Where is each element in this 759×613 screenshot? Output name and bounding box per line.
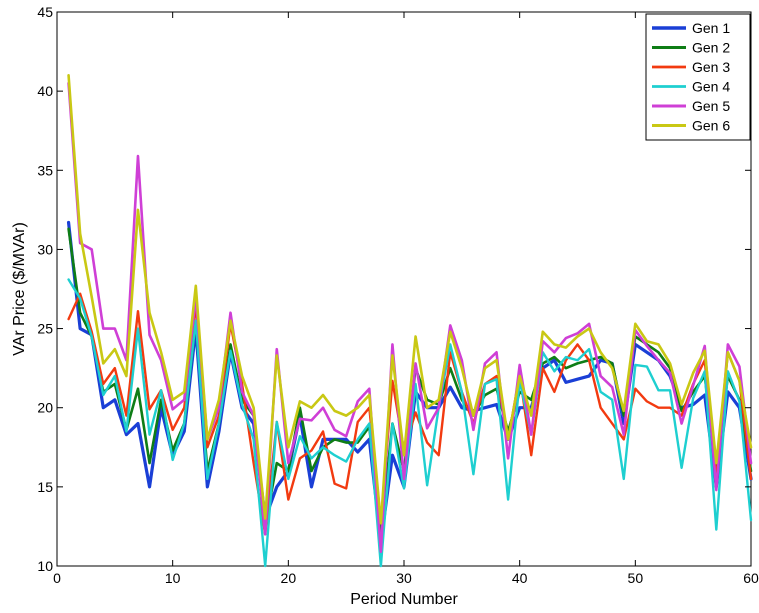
series-line-gen-5 (67, 81, 753, 554)
x-tick-label: 50 (628, 570, 644, 586)
legend-label: Gen 1 (692, 20, 730, 36)
x-tick-label: 0 (53, 570, 61, 586)
y-axis-label: VAr Price ($/MVAr) (11, 222, 28, 356)
y-tick-label: 30 (37, 241, 53, 257)
x-tick-label: 30 (396, 570, 412, 586)
legend-items: Gen 1 Gen 2 Gen 3 Gen 4 Gen 5 Gen 6 (652, 20, 730, 134)
legend-item-gen-6: Gen 6 (652, 118, 730, 134)
y-axis: 10 15 20 25 30 35 40 45 (37, 4, 751, 574)
legend-label: Gen 2 (692, 40, 730, 56)
y-tick-label: 10 (37, 558, 53, 574)
y-tick-label: 35 (37, 162, 53, 178)
x-axis: 0 10 20 30 40 50 60 (53, 12, 759, 586)
legend-box (645, 13, 751, 141)
legend-item-gen-5: Gen 5 (652, 98, 730, 114)
legend-item-gen-1: Gen 1 (652, 20, 730, 36)
series-line-gen-6 (67, 74, 753, 525)
x-tick-label: 40 (512, 570, 528, 586)
series-line-gen-4 (67, 278, 753, 568)
y-tick-label: 15 (37, 479, 53, 495)
y-tick-label: 45 (37, 4, 53, 20)
legend-label: Gen 4 (692, 79, 730, 95)
legend-label: Gen 3 (692, 59, 730, 75)
x-tick-label: 60 (743, 570, 759, 586)
legend-item-gen-3: Gen 3 (652, 59, 730, 75)
legend: Gen 1 Gen 2 Gen 3 Gen 4 Gen 5 Gen 6 (645, 13, 751, 141)
legend-item-gen-4: Gen 4 (652, 79, 730, 95)
y-tick-label: 25 (37, 321, 53, 337)
legend-label: Gen 6 (692, 118, 730, 134)
x-tick-label: 10 (165, 570, 181, 586)
x-tick-label: 20 (281, 570, 297, 586)
x-axis-label: Period Number (350, 591, 458, 608)
series-layer (66, 74, 753, 568)
legend-label: Gen 5 (692, 98, 730, 114)
y-tick-label: 40 (37, 83, 53, 99)
y-tick-label: 20 (37, 400, 53, 416)
legend-item-gen-2: Gen 2 (652, 40, 730, 56)
